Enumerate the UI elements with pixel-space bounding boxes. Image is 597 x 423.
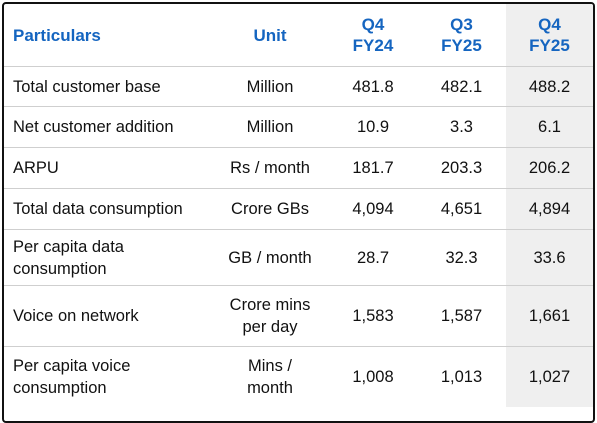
particular-cell: Per capita voice consumption bbox=[4, 346, 211, 407]
particular-cell: Total data consumption bbox=[4, 188, 211, 230]
table-row: Net customer addition Million 10.9 3.3 6… bbox=[4, 106, 593, 148]
q4-fy24-cell: 28.7 bbox=[329, 229, 417, 286]
table-row: Per capita data consumption GB / month 2… bbox=[4, 229, 593, 286]
metrics-table: Particulars Unit Q4 FY24 Q3 FY25 Q4 FY25… bbox=[4, 4, 593, 407]
q3-fy25-cell: 482.1 bbox=[417, 66, 506, 107]
unit-cell: Mins / month bbox=[211, 346, 329, 407]
q4-fy25-cell: 1,661 bbox=[506, 285, 593, 347]
q4-fy25-cell: 6.1 bbox=[506, 106, 593, 148]
header-unit: Unit bbox=[253, 25, 287, 45]
header-q4-fy24: Q4 FY24 bbox=[352, 15, 394, 55]
unit-cell: Crore mins per day bbox=[211, 285, 329, 347]
table-row: Voice on network Crore mins per day 1,58… bbox=[4, 285, 593, 347]
header-q4-fy25: Q4 FY25 bbox=[506, 4, 593, 67]
particular-cell: ARPU bbox=[4, 147, 211, 189]
unit-cell: GB / month bbox=[211, 229, 329, 286]
table-row: Per capita voice consumption Mins / mont… bbox=[4, 346, 593, 407]
header-particulars: Particulars bbox=[13, 25, 101, 45]
unit-cell: Million bbox=[211, 106, 329, 148]
header-row: Particulars Unit Q4 FY24 Q3 FY25 Q4 FY25 bbox=[4, 4, 593, 67]
q4-fy25-cell: 33.6 bbox=[506, 229, 593, 286]
table-row: ARPU Rs / month 181.7 203.3 206.2 bbox=[4, 147, 593, 189]
q4-fy25-cell: 1,027 bbox=[506, 346, 593, 407]
q3-fy25-cell: 1,013 bbox=[417, 346, 506, 407]
q4-fy25-cell: 206.2 bbox=[506, 147, 593, 189]
q3-fy25-cell: 1,587 bbox=[417, 285, 506, 347]
q4-fy25-cell: 4,894 bbox=[506, 188, 593, 230]
particular-cell: Net customer addition bbox=[4, 106, 211, 148]
header-q3-fy25: Q3 FY25 bbox=[441, 15, 482, 55]
q3-fy25-cell: 3.3 bbox=[417, 106, 506, 148]
q4-fy24-cell: 1,583 bbox=[329, 285, 417, 347]
q4-fy24-cell: 10.9 bbox=[329, 106, 417, 148]
q3-fy25-cell: 32.3 bbox=[417, 229, 506, 286]
table-row: Total customer base Million 481.8 482.1 … bbox=[4, 66, 593, 107]
unit-cell: Crore GBs bbox=[211, 188, 329, 230]
q3-fy25-cell: 203.3 bbox=[417, 147, 506, 189]
q4-fy24-cell: 181.7 bbox=[329, 147, 417, 189]
particular-cell: Per capita data consumption bbox=[4, 229, 211, 286]
particular-cell: Total customer base bbox=[4, 66, 211, 107]
q4-fy24-cell: 481.8 bbox=[329, 66, 417, 107]
q3-fy25-cell: 4,651 bbox=[417, 188, 506, 230]
particular-cell: Voice on network bbox=[4, 285, 211, 347]
unit-cell: Rs / month bbox=[211, 147, 329, 189]
q4-fy24-cell: 1,008 bbox=[329, 346, 417, 407]
q4-fy25-cell: 488.2 bbox=[506, 66, 593, 107]
q4-fy24-cell: 4,094 bbox=[329, 188, 417, 230]
unit-cell: Million bbox=[211, 66, 329, 107]
table-row: Total data consumption Crore GBs 4,094 4… bbox=[4, 188, 593, 230]
